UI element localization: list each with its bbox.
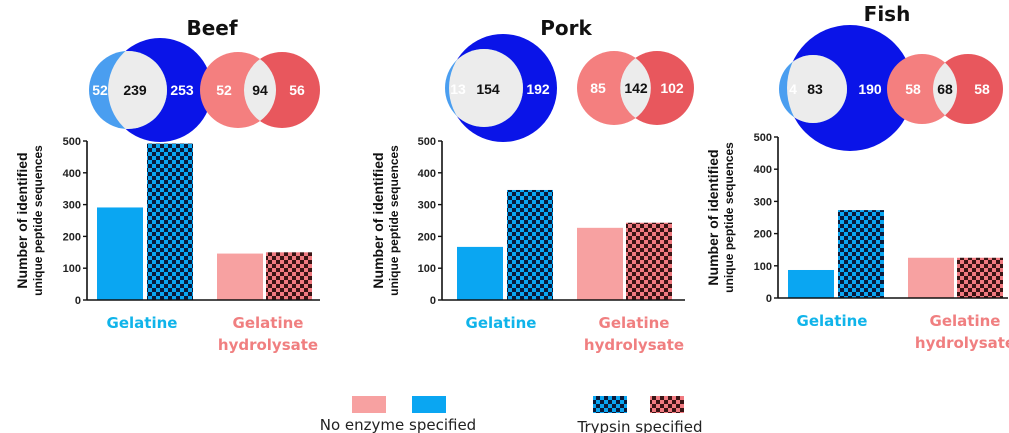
venn-left-count: 4 — [789, 81, 797, 97]
legend-swatch-gelatine-trypsin — [593, 396, 627, 413]
y-axis-label-line-2: unique peptide sequences — [31, 145, 45, 296]
y-tick-label: 200 — [754, 229, 772, 241]
venn-hydrolysate-beef: 52 94 56 — [200, 52, 320, 128]
venn-right-count: 253 — [170, 82, 194, 98]
category-label-gelatine-line-1: Gelatine — [107, 314, 178, 332]
panel-title-pork: Pork — [540, 16, 592, 40]
bar-gelatine-trypsin — [147, 143, 193, 300]
venn-hydrolysate-pork: 85 142 102 — [577, 51, 694, 125]
category-label-gelatine-line-1: Gelatine — [466, 314, 537, 332]
y-tick-label: 400 — [418, 168, 436, 180]
panel-fish: Fish 4 83 190 58 68 58 0 100 200 300 400 500 N… — [705, 2, 1009, 352]
venn-overlap-count: 142 — [624, 80, 648, 96]
category-label-gelatine-line-1: Gelatine — [797, 312, 868, 330]
bar-hydrolysate-no-enzyme — [908, 257, 954, 298]
bar-gelatine-trypsin — [507, 189, 553, 300]
bar-gelatine-no-enzyme — [97, 207, 143, 300]
category-label-hydrolysate-line-1: Gelatine — [930, 312, 1001, 330]
bar-gelatine-no-enzyme — [457, 246, 503, 300]
bar-hydrolysate-trypsin — [266, 252, 312, 300]
y-tick-label: 500 — [63, 136, 81, 148]
venn-overlap-count: 239 — [123, 82, 147, 98]
venn-overlap-count: 68 — [937, 81, 953, 97]
category-label-hydrolysate-line-1: Gelatine — [599, 314, 670, 332]
y-tick-label: 300 — [63, 200, 81, 212]
panel-beef: Beef 52 239 253 52 94 56 0 100 200 300 400 50… — [14, 16, 320, 354]
legend: No enzyme specified Trypsin specified — [320, 396, 703, 433]
y-tick-label: 400 — [63, 168, 81, 180]
category-label-hydrolysate-line-2: hydrolysate — [584, 336, 684, 354]
venn-right-count: 192 — [526, 81, 550, 97]
bar-chart-pork: 0 100 200 300 400 500 Number of identified uniq… — [370, 136, 685, 354]
bar-gelatine-trypsin — [838, 210, 884, 298]
venn-overlap — [787, 55, 847, 123]
bar-gelatine-no-enzyme — [788, 269, 834, 298]
y-tick-label: 0 — [430, 295, 436, 307]
y-tick-label: 300 — [754, 196, 772, 208]
legend-swatch-hydrolysate-trypsin — [650, 396, 684, 413]
y-tick-label: 300 — [418, 200, 436, 212]
venn-gelatine-pork: 13 154 192 — [445, 34, 557, 142]
venn-right-count: 190 — [858, 81, 882, 97]
bar-hydrolysate-no-enzyme — [217, 253, 263, 300]
venn-gelatine-beef: 52 239 253 — [89, 38, 212, 142]
y-axis-label-line-1: Number of identified — [14, 152, 30, 288]
y-axis-label-line-2: unique peptide sequences — [722, 142, 736, 293]
y-tick-label: 0 — [75, 295, 81, 307]
venn-hydrolysate-fish: 58 68 58 — [887, 54, 1003, 124]
venn-left-count: 13 — [450, 81, 466, 97]
y-tick-label: 200 — [418, 231, 436, 243]
venn-overlap-count: 83 — [807, 81, 823, 97]
y-tick-label: 400 — [754, 164, 772, 176]
y-axis-label-line-1: Number of identified — [370, 152, 386, 288]
category-label-hydrolysate-line-2: hydrolysate — [218, 336, 318, 354]
venn-overlap-count: 154 — [476, 81, 500, 97]
legend-swatch-hydrolysate-no-enzyme — [352, 396, 386, 413]
venn-overlap-count: 94 — [252, 82, 268, 98]
y-tick-label: 0 — [766, 293, 772, 305]
y-tick-label: 100 — [418, 263, 436, 275]
venn-right-count: 102 — [660, 80, 684, 96]
legend-label-no-enzyme: No enzyme specified — [320, 416, 476, 433]
venn-overlap — [243, 59, 277, 121]
y-axis-label-line-1: Number of identified — [705, 149, 721, 285]
bar-chart-beef: 0 100 200 300 400 500 Number of identified uniq… — [14, 136, 320, 354]
bar-chart-fish: 0 100 200 300 400 500 Number of identified uniq… — [705, 132, 1009, 352]
panel-title-fish: Fish — [864, 2, 911, 26]
venn-left-count: 58 — [905, 81, 921, 97]
y-axis-label-line-2: unique peptide sequences — [387, 145, 401, 296]
panel-pork: Pork 13 154 192 85 142 102 0 100 200 300 400… — [370, 16, 694, 354]
y-tick-label: 500 — [418, 136, 436, 148]
y-tick-label: 100 — [754, 261, 772, 273]
category-label-hydrolysate-line-2: hydrolysate — [915, 334, 1009, 352]
venn-right-count: 58 — [974, 81, 990, 97]
category-label-hydrolysate-line-1: Gelatine — [233, 314, 304, 332]
venn-right-count: 56 — [289, 82, 305, 98]
venn-left-count: 85 — [590, 80, 606, 96]
y-tick-label: 500 — [754, 132, 772, 144]
y-tick-label: 200 — [63, 231, 81, 243]
bar-hydrolysate-trypsin — [626, 222, 672, 300]
venn-gelatine-fish: 4 83 190 — [779, 25, 913, 151]
panel-title-beef: Beef — [186, 16, 237, 40]
bar-hydrolysate-trypsin — [957, 257, 1003, 298]
venn-overlap — [932, 62, 958, 116]
legend-label-trypsin: Trypsin specified — [577, 418, 703, 433]
legend-swatch-gelatine-no-enzyme — [412, 396, 446, 413]
y-tick-label: 100 — [63, 263, 81, 275]
bar-hydrolysate-no-enzyme — [577, 227, 623, 300]
venn-overlap — [449, 49, 523, 127]
venn-left-count: 52 — [216, 82, 232, 98]
venn-left-count: 52 — [92, 82, 108, 98]
venn-overlap — [620, 58, 651, 118]
